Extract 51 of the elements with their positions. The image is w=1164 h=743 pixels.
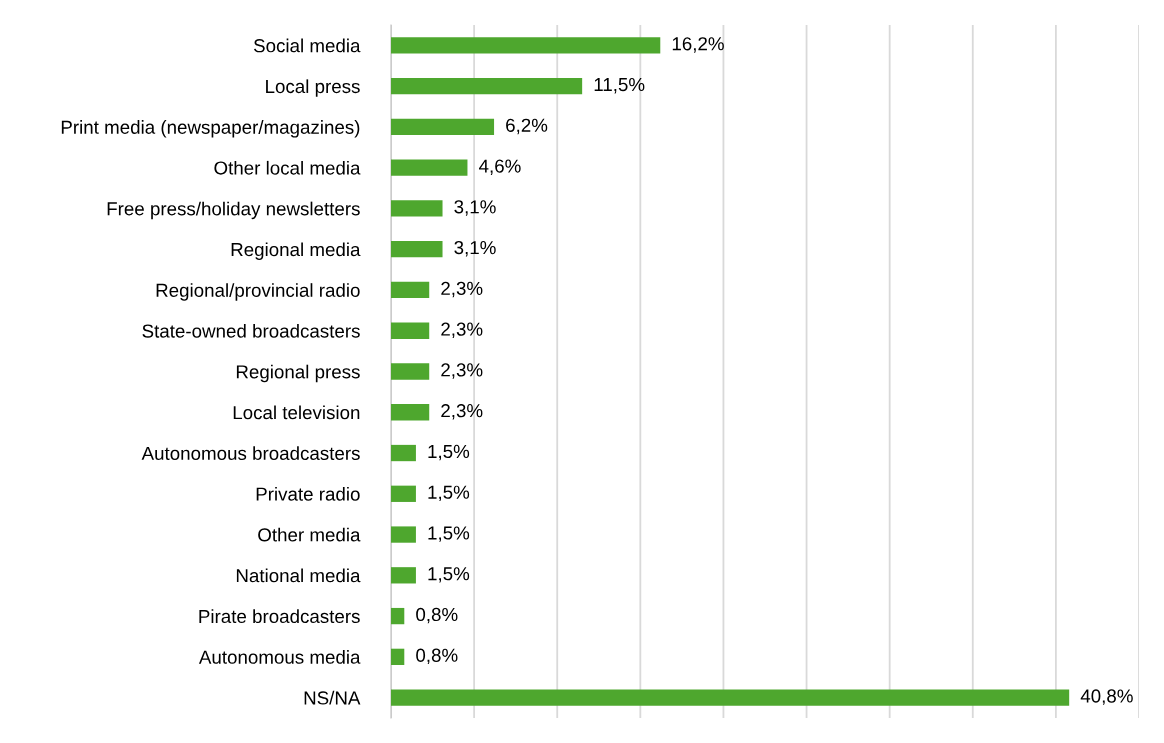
data-label: 2,3% [441,281,483,298]
bar [391,567,416,584]
y-tick-label: Social media [253,38,361,53]
y-tick-label: Regional media [231,242,361,260]
bar [391,485,416,502]
bar [391,77,583,95]
data-label: 0,8% [416,607,458,624]
y-tick-label: Local press [266,79,360,97]
data-label: 2,3% [441,363,483,379]
y-tick-label: Other local media [214,160,361,175]
bar [391,281,430,299]
bar [391,363,430,380]
data-label: 3,1% [454,200,496,216]
y-tick-label: Other media [258,527,361,542]
bar [391,526,416,543]
data-label: 1,5% [428,485,470,502]
y-tick-label: Local television [233,405,360,420]
data-label: 3,1% [454,240,496,257]
bar [391,200,443,217]
data-label: 4,6% [479,159,521,175]
bar [391,648,405,666]
y-tick-label: Print media (newspaper/magazines) [61,120,360,138]
y-tick-label: Free press/holiday newsletters [107,201,360,220]
data-label: 40,8% [1080,689,1133,705]
data-label: 0,8% [416,648,458,665]
y-tick-label: Pirate broadcasters [199,609,360,624]
data-label: 1,5% [428,444,470,461]
bar [391,607,405,625]
bar [391,322,430,339]
y-tick-label: NS/NA [304,690,361,705]
bar [391,241,443,258]
data-label: 2,3% [441,404,483,420]
y-tick-label: Autonomous broadcasters [141,446,360,461]
data-label: 1,5% [428,567,470,583]
y-tick-label: Regional/provincial radio [156,283,360,301]
data-label: 6,2% [506,118,548,135]
y-tick-label: Autonomous media [198,650,361,664]
y-tick-label: Regional press [236,364,360,383]
y-tick-label: National media [236,568,361,583]
bar [391,689,1070,706]
y-tick-label: Private radio [256,487,360,501]
data-label: 2,3% [441,322,483,338]
bar [391,404,430,421]
bar [391,118,495,136]
data-label: 16,2% [672,37,724,53]
y-tick-label: State-owned broadcasters [142,323,360,338]
data-label: 11,5% [594,77,645,94]
bar [391,444,416,462]
bar [391,159,468,176]
bar [391,37,661,54]
data-label: 1,5% [428,526,470,542]
